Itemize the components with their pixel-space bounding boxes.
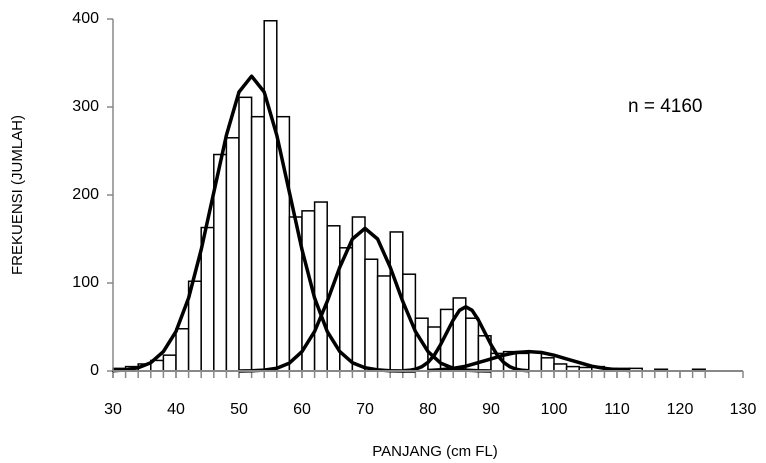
bar [313, 201, 328, 372]
y-tick-label: 0 [90, 362, 99, 379]
bar [225, 137, 240, 372]
bar [276, 115, 291, 372]
x-tick-label: 110 [604, 401, 630, 418]
x-tick-label: 130 [730, 401, 757, 418]
bar [263, 20, 278, 372]
y-tick-label: 400 [72, 10, 99, 27]
fit-curve [402, 305, 529, 373]
bar [540, 357, 555, 372]
bar [162, 354, 177, 372]
x-tick-label: 100 [541, 401, 568, 418]
x-tick-label: 80 [419, 401, 437, 418]
bar [250, 115, 265, 372]
y-tick-label: 300 [72, 98, 99, 115]
bar [175, 328, 190, 372]
x-tick-label: 120 [667, 401, 694, 418]
bar [376, 275, 391, 372]
x-tick-label: 60 [293, 401, 311, 418]
fit-curve [238, 226, 492, 373]
y-tick-label: 100 [72, 274, 99, 291]
bar [553, 363, 568, 372]
bar [389, 231, 404, 372]
x-axis-title: PANJANG (cm FL) [372, 443, 498, 460]
y-axis-title: FREKUENSI (JUMLAH) [9, 115, 26, 275]
x-tick-label: 30 [104, 401, 122, 418]
bar [238, 96, 253, 372]
annotation: n = 4160 [628, 96, 703, 117]
x-tick-label: 90 [482, 401, 500, 418]
x-tick-label: 40 [167, 401, 185, 418]
x-tick-label: 50 [230, 401, 248, 418]
bar [528, 350, 543, 372]
bar [351, 216, 366, 372]
x-tick-label: 70 [356, 401, 374, 418]
fit-curve [112, 74, 416, 373]
y-tick-label: 200 [72, 186, 99, 203]
fit-curve [427, 349, 630, 373]
bar [364, 258, 379, 372]
